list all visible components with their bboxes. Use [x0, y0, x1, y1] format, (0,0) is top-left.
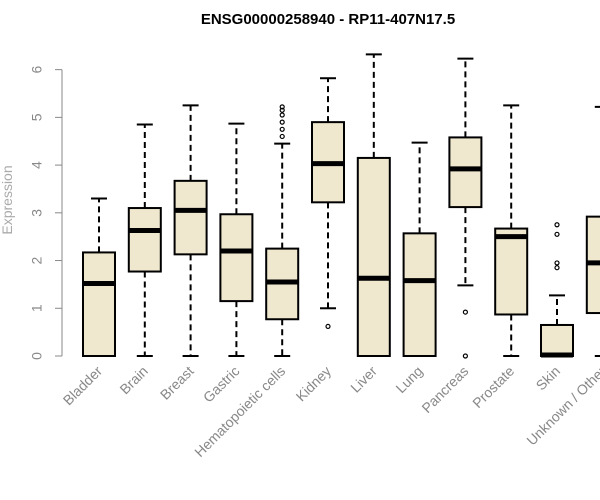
outlier-point: [279, 104, 285, 110]
outlier-point: [462, 353, 468, 359]
iqr-box: [402, 232, 437, 357]
box-skin: [540, 222, 574, 358]
y-axis: 0 1 2 3 4 5 6: [29, 66, 63, 360]
x-tick-label: Gastric: [200, 363, 243, 406]
outlier-point: [279, 119, 285, 125]
iqr-box: [82, 251, 116, 358]
outlier-point: [279, 107, 285, 113]
y-tick-label: 3: [29, 209, 45, 217]
box-lung: [402, 141, 437, 357]
box-gastric: [219, 122, 254, 357]
x-tick-label: Brain: [116, 363, 150, 397]
iqr-box: [127, 207, 162, 273]
x-tick-label: Pancreas: [418, 363, 471, 416]
x-tick-label: Kidney: [293, 363, 335, 405]
x-tick-label: Hematopoietic cells: [191, 363, 288, 460]
y-tick-label: 2: [29, 256, 45, 264]
y-tick-label: 5: [29, 113, 45, 121]
y-tick-label: 0: [29, 352, 45, 360]
box-kidney: [311, 77, 345, 330]
outlier-point: [462, 309, 468, 315]
box-prostate: [494, 104, 529, 357]
chart-title: ENSG00000258940 - RP11-407N17.5: [201, 11, 455, 28]
outlier-point: [279, 112, 285, 118]
y-axis-label: Expression: [0, 165, 15, 234]
outlier-point: [554, 231, 560, 237]
x-tick-label: Bladder: [60, 363, 106, 409]
iqr-box: [219, 213, 254, 303]
y-tick-label: 4: [29, 161, 45, 169]
outlier-point: [554, 265, 560, 271]
box-unknown-other: [585, 105, 600, 357]
box-hematopoietic-cells: [265, 104, 300, 357]
box-brain: [127, 123, 162, 357]
outlier-point: [279, 126, 285, 132]
iqr-box: [356, 156, 391, 357]
x-tick-label: Liver: [347, 363, 380, 396]
box-breast: [173, 104, 208, 357]
iqr-box: [448, 136, 483, 209]
x-tick-label: Prostate: [469, 363, 517, 411]
iqr-box: [173, 179, 208, 256]
outlier-point: [279, 133, 285, 140]
outlier-point: [554, 260, 560, 266]
y-tick-label: 6: [29, 66, 45, 74]
x-tick-label: Skin: [533, 363, 564, 394]
box-liver: [356, 53, 391, 357]
x-tick-label: Breast: [157, 363, 197, 403]
boxes: [82, 53, 600, 359]
iqr-box: [540, 323, 574, 357]
x-tick-label: Lung: [392, 363, 425, 396]
box-bladder: [82, 197, 116, 358]
box-pancreas: [448, 57, 483, 359]
y-tick-label: 1: [29, 304, 45, 312]
outlier-point: [325, 323, 331, 330]
outlier-point: [554, 222, 560, 228]
iqr-box: [494, 227, 529, 316]
